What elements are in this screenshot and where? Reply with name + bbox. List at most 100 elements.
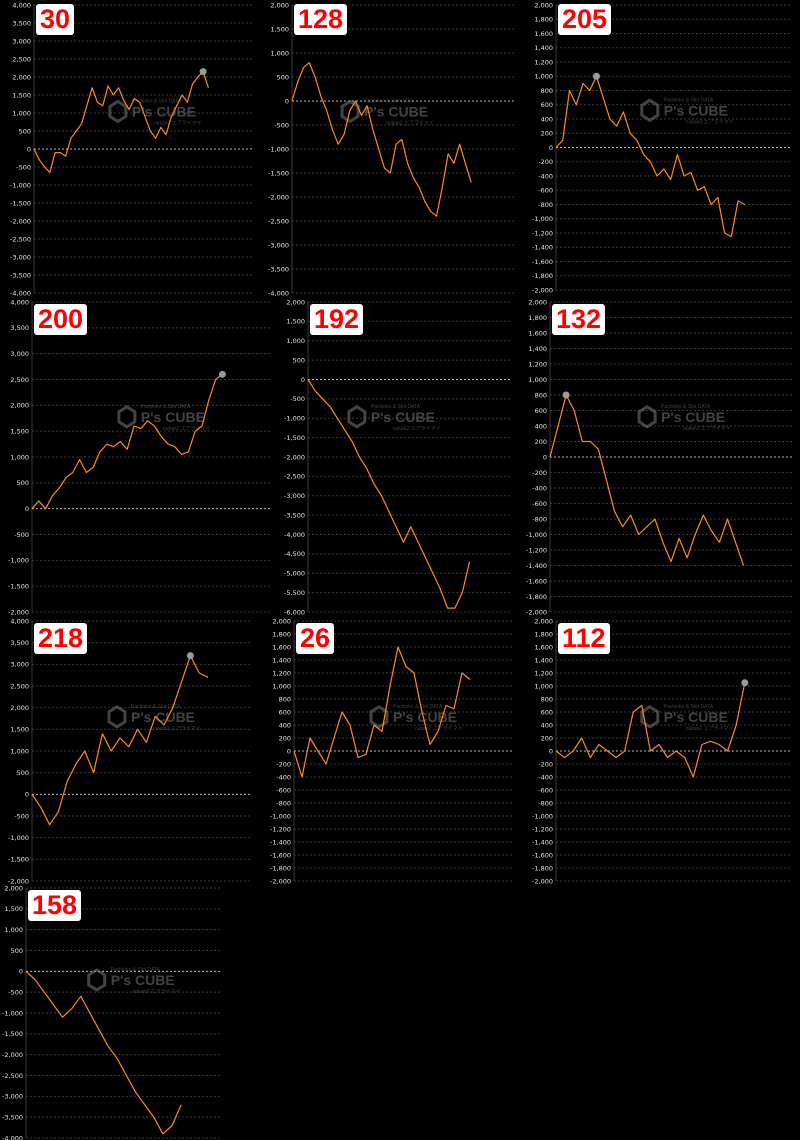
watermark-brand: P's CUBE (664, 709, 728, 725)
y-tick-label: -2,000 (10, 217, 31, 225)
y-tick-label: 1,800 (534, 16, 553, 24)
y-tick-label: 800 (541, 87, 553, 95)
y-tick-label: -1,000 (8, 557, 29, 565)
y-tick-label: -1,500 (2, 1030, 23, 1038)
line-chart: 2,000 1,500 1,000 500 0 -500 -1,000 -1,500 -2,00… (268, 1, 516, 297)
y-tick-label: 0 (25, 791, 29, 799)
watermark-tagline: Pachinko & Slot DATA (661, 404, 711, 410)
series-line (25, 970, 182, 1135)
y-tick-label: -3,000 (10, 253, 31, 261)
y-tick-label: 2,000 (4, 884, 23, 892)
y-tick-label: -5,000 (284, 570, 305, 578)
y-tick-label: 0 (25, 505, 29, 513)
y-tick-label: -1,000 (270, 812, 291, 820)
y-tick-label: 2,000 (528, 298, 547, 306)
y-tick-label: 4,000 (10, 298, 29, 306)
machine-number-badge: 30 (36, 4, 75, 35)
y-tick-label: -1,000 (268, 145, 289, 153)
machine-number-badge: 205 (558, 4, 612, 35)
y-tick-label: -400 (538, 172, 553, 180)
y-tick-label: -1,500 (268, 169, 289, 177)
y-tick-label: 1,000 (10, 453, 29, 461)
y-tick-label: -1,400 (532, 244, 553, 252)
y-tick-label: 600 (541, 708, 553, 716)
series-line (307, 379, 471, 609)
y-tick-label: 400 (541, 721, 553, 729)
y-tick-label: 1,400 (534, 44, 553, 52)
chart-panel-26: 2,000 1,800 1,600 1,400 1,200 1,000 800 600 400 2… (260, 617, 522, 886)
watermark-tagline: Pachinko & Slot DATA (664, 97, 714, 103)
y-tick-label: -2,000 (2, 1051, 23, 1059)
y-tick-label: -800 (538, 799, 553, 807)
cube-icon (369, 705, 389, 729)
y-tick-label: 500 (17, 479, 29, 487)
y-tick-label: 1,500 (4, 905, 23, 913)
y-tick-label: -4,000 (2, 1134, 23, 1140)
y-tick-label: 3,000 (10, 661, 29, 669)
y-tick-label: -3,500 (268, 265, 289, 273)
y-tick-label: -200 (276, 760, 291, 768)
y-tick-label: -500 (14, 812, 29, 820)
y-tick-label: 800 (541, 695, 553, 703)
y-tick-label: -2,000 (8, 608, 29, 616)
chart-panel-30: 4,000 3,500 3,000 2,500 2,000 1,500 1,000 500 0 -… (0, 0, 260, 297)
machine-number-badge: 132 (552, 304, 606, 335)
watermark-tagline: Pachinko & Slot DATA (131, 704, 181, 710)
peak-marker (562, 391, 570, 399)
line-chart: 2,000 1,500 1,000 500 0 -500 -1,000 -1,500 -2,00… (2, 884, 220, 1140)
y-tick-label: -4,000 (10, 289, 31, 297)
peak-marker (186, 652, 194, 660)
y-tick-label: 1,800 (528, 314, 547, 322)
cube-icon (87, 968, 107, 992)
y-tick-label: 1,000 (286, 337, 305, 345)
y-tick-label: 500 (17, 769, 29, 777)
series-line (31, 373, 223, 510)
y-tick-label: -1,000 (526, 531, 547, 539)
machine-number-badge: 218 (34, 623, 88, 654)
watermark-sub: nukan2 エアライマイ (163, 426, 211, 432)
y-tick-label: -2,500 (10, 235, 31, 243)
chart-panel-158: 2,000 1,500 1,000 500 0 -500 -1,000 -1,500 -2,00… (0, 884, 226, 1140)
y-tick-label: -500 (16, 163, 31, 171)
y-tick-label: 0 (285, 97, 289, 105)
y-tick-label: 2,000 (10, 402, 29, 410)
watermark-tagline: Pachinko & Slot DATA (393, 704, 443, 710)
line-chart: 2,000 1,800 1,600 1,400 1,200 1,000 800 600 400 2… (532, 1, 792, 294)
y-tick-label: 0 (301, 376, 305, 384)
y-tick-label: -3,500 (2, 1113, 23, 1121)
y-tick-label: 1,500 (270, 25, 289, 33)
y-tick-label: -6,000 (284, 608, 305, 616)
cube-icon (107, 705, 127, 729)
y-tick-label: -4,000 (284, 531, 305, 539)
y-tick-label: -1,000 (532, 812, 553, 820)
y-tick-label: -2,000 (268, 193, 289, 201)
y-tick-label: 500 (293, 356, 305, 364)
y-tick-label: -1,000 (2, 1009, 23, 1017)
y-tick-label: 1,600 (534, 30, 553, 38)
y-tick-label: -2,500 (2, 1072, 23, 1080)
chart-panel-200: 4,000 3,500 3,000 2,500 2,000 1,500 1,000 500 0 -… (0, 298, 278, 616)
watermark-brand: P's CUBE (364, 103, 428, 119)
y-tick-label: -400 (538, 773, 553, 781)
y-tick-label: -1,200 (526, 546, 547, 554)
y-tick-label: 600 (535, 407, 547, 415)
y-tick-label: -1,400 (270, 838, 291, 846)
y-tick-label: -1,800 (532, 864, 553, 872)
cube-icon (640, 98, 660, 123)
y-tick-label: 4,000 (10, 617, 29, 625)
y-tick-label: 2,000 (272, 617, 291, 625)
y-tick-label: 200 (279, 734, 291, 742)
y-tick-label: -1,500 (10, 199, 31, 207)
y-tick-label: -1,600 (532, 851, 553, 859)
machine-number-badge: 158 (28, 890, 82, 921)
y-tick-label: -1,000 (10, 181, 31, 189)
y-tick-label: 1,800 (534, 630, 553, 638)
y-tick-label: 0 (549, 144, 553, 152)
y-tick-label: 0 (287, 747, 291, 755)
y-tick-label: 500 (277, 73, 289, 81)
y-tick-label: -2,500 (284, 473, 305, 481)
